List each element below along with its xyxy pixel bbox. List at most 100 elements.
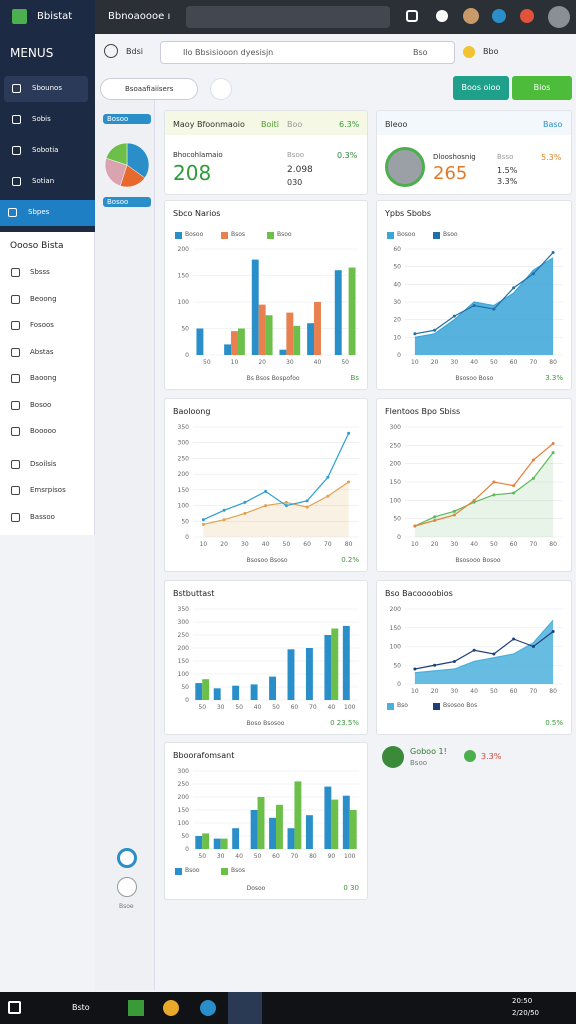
y-tick-label: 20 bbox=[393, 317, 401, 324]
primary-button[interactable]: Boos oioo bbox=[453, 76, 509, 100]
nav-link[interactable]: Sbsss bbox=[30, 268, 50, 276]
point bbox=[413, 332, 417, 336]
bar bbox=[287, 828, 295, 849]
panel-chip[interactable]: Bosoo bbox=[103, 114, 151, 124]
y-tick-label: 150 bbox=[178, 487, 190, 494]
nav-link[interactable]: Baoong bbox=[30, 374, 57, 382]
y-tick-label: 100 bbox=[178, 299, 190, 306]
action-button[interactable] bbox=[117, 848, 137, 868]
x-tick-label: 70 bbox=[324, 541, 332, 548]
profile[interactable] bbox=[548, 6, 570, 28]
secondary-button[interactable]: Bios bbox=[512, 76, 572, 100]
menu-icon[interactable] bbox=[104, 44, 118, 58]
pie-slice bbox=[104, 157, 128, 187]
bar bbox=[265, 315, 273, 355]
home-icon[interactable] bbox=[406, 10, 418, 22]
nav-icon bbox=[8, 208, 17, 217]
top-search[interactable] bbox=[186, 6, 390, 28]
app-icon[interactable] bbox=[163, 1000, 179, 1016]
point bbox=[347, 480, 351, 484]
chart-title: Flentoos Bpo Sbiss bbox=[385, 407, 461, 416]
nav-item[interactable]: Sbpes bbox=[0, 200, 95, 226]
nav-link[interactable]: Bassoo bbox=[30, 512, 55, 521]
bar bbox=[202, 679, 210, 700]
nav-link[interactable]: Fosoos bbox=[30, 321, 54, 329]
kpi-figure: 030 bbox=[287, 178, 303, 187]
nav-icon bbox=[12, 146, 21, 155]
search-box[interactable]: Ilo Bbsisiooon dyesisjn Bso bbox=[160, 41, 455, 64]
taskbar-search[interactable]: Bsto bbox=[72, 1003, 90, 1012]
kpi-tag: Boiti bbox=[261, 120, 279, 129]
point bbox=[512, 286, 516, 290]
x-tick-label: 40 bbox=[470, 359, 478, 366]
window-title: Bbnoaoooe ı bbox=[108, 11, 171, 22]
nav-item[interactable]: Sobotia bbox=[4, 138, 88, 164]
y-tick-label: 350 bbox=[178, 606, 190, 613]
nav-link[interactable]: Beoong bbox=[30, 294, 57, 303]
point bbox=[305, 505, 309, 509]
legend-swatch bbox=[175, 232, 182, 239]
x-tick-label: 50 bbox=[490, 359, 498, 366]
chart-card: Bso Bacoooobios Bso Bsosoo Bos 0.5% 0 50 100 15… bbox=[376, 580, 572, 735]
x-tick-label: 40 bbox=[314, 359, 322, 366]
x-tick-label: 100 bbox=[344, 853, 356, 860]
y-tick-label: 150 bbox=[178, 658, 190, 665]
chart-badge: Bs bbox=[350, 374, 359, 382]
point bbox=[551, 442, 555, 445]
point bbox=[452, 509, 456, 513]
nav-icon bbox=[12, 115, 21, 124]
nav-link[interactable]: Emsrpisos bbox=[30, 486, 66, 494]
chart-card: Bstbuttast Boso Bsosoo 0 23.5% 0 50 100 150 200… bbox=[164, 580, 368, 735]
nav-link[interactable]: Booooo bbox=[30, 427, 57, 435]
bar bbox=[195, 836, 203, 849]
bar bbox=[293, 325, 301, 355]
top-bar: Bbistat Bbnoaoooe ı bbox=[0, 0, 576, 34]
alert-icon[interactable] bbox=[520, 9, 534, 23]
point bbox=[472, 498, 476, 502]
notification-icon[interactable] bbox=[492, 9, 506, 23]
nav-label: Sobis bbox=[32, 115, 51, 123]
search-text: Ilo Bbsisiooon dyesisjn bbox=[183, 48, 274, 57]
chart-title: Bstbuttast bbox=[173, 589, 215, 598]
nav-item[interactable]: Sbounos bbox=[4, 76, 88, 102]
y-tick-label: 100 bbox=[390, 497, 402, 504]
extra-sub: Bsoo bbox=[410, 759, 428, 767]
chart-footer: Bsosooo Bosoo bbox=[455, 557, 501, 564]
bar bbox=[232, 828, 240, 849]
nav-link[interactable]: Dsoilsis bbox=[30, 459, 57, 468]
y-tick-label: 150 bbox=[178, 273, 190, 280]
logo[interactable] bbox=[12, 9, 27, 24]
legend-swatch bbox=[433, 703, 440, 710]
app-icon[interactable] bbox=[128, 1000, 144, 1016]
x-tick-label: 20 bbox=[220, 541, 228, 548]
bulb-icon[interactable] bbox=[463, 46, 475, 58]
app-icon-active[interactable] bbox=[228, 992, 262, 1024]
avatar[interactable] bbox=[463, 8, 479, 24]
kpi-label: Dlooshosnig bbox=[433, 153, 476, 161]
filter-dropdown[interactable]: Bsoaafiaiisers bbox=[100, 78, 198, 100]
point bbox=[492, 652, 496, 656]
x-tick-label: 10 bbox=[231, 359, 239, 366]
legend-swatch bbox=[387, 703, 394, 710]
x-tick-label: 70 bbox=[530, 541, 538, 548]
y-tick-label: 0 bbox=[185, 697, 189, 704]
kpi-change: 0.3% bbox=[337, 151, 358, 160]
start-button[interactable] bbox=[8, 1001, 21, 1014]
chart-footer: Bsosoo Boso bbox=[455, 375, 494, 382]
y-tick-label: 250 bbox=[178, 632, 190, 639]
panel-chip[interactable]: Bosoo bbox=[103, 197, 151, 207]
point bbox=[512, 637, 516, 641]
clear-button[interactable] bbox=[210, 78, 232, 100]
nav-item[interactable]: Sotian bbox=[4, 169, 88, 195]
search-hint: Bso bbox=[413, 48, 428, 57]
nav-item[interactable]: Sobis bbox=[4, 107, 88, 133]
nav-link[interactable]: Abstas bbox=[30, 347, 54, 356]
action-button[interactable] bbox=[117, 877, 137, 897]
point bbox=[326, 494, 330, 498]
help-icon[interactable] bbox=[436, 10, 448, 22]
app-icon[interactable] bbox=[200, 1000, 216, 1016]
nav-link[interactable]: Bosoo bbox=[30, 400, 52, 409]
bar bbox=[237, 328, 245, 355]
bar bbox=[324, 786, 332, 849]
x-tick-label: 30 bbox=[286, 359, 294, 366]
